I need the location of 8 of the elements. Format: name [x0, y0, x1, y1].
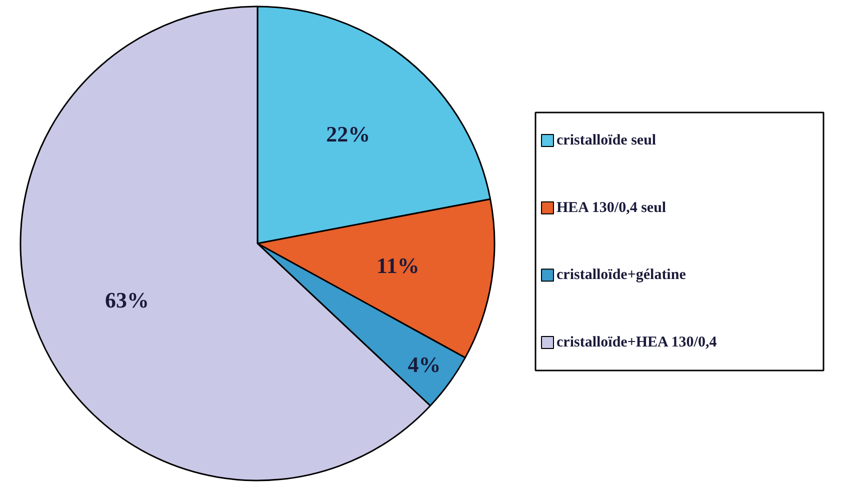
data-label: 4% [408, 352, 441, 378]
data-label: 11% [376, 253, 420, 278]
legend-label: cristalloïde+HEA 130/0,4 [556, 334, 718, 350]
legend-label: HEA 130/0,4 seul [556, 200, 666, 216]
legend-label: cristalloïde+gélatine [556, 267, 686, 284]
legend-label: cristalloïde seul [556, 132, 656, 148]
data-label: 22% [326, 121, 370, 146]
data-label: 63% [104, 287, 149, 312]
